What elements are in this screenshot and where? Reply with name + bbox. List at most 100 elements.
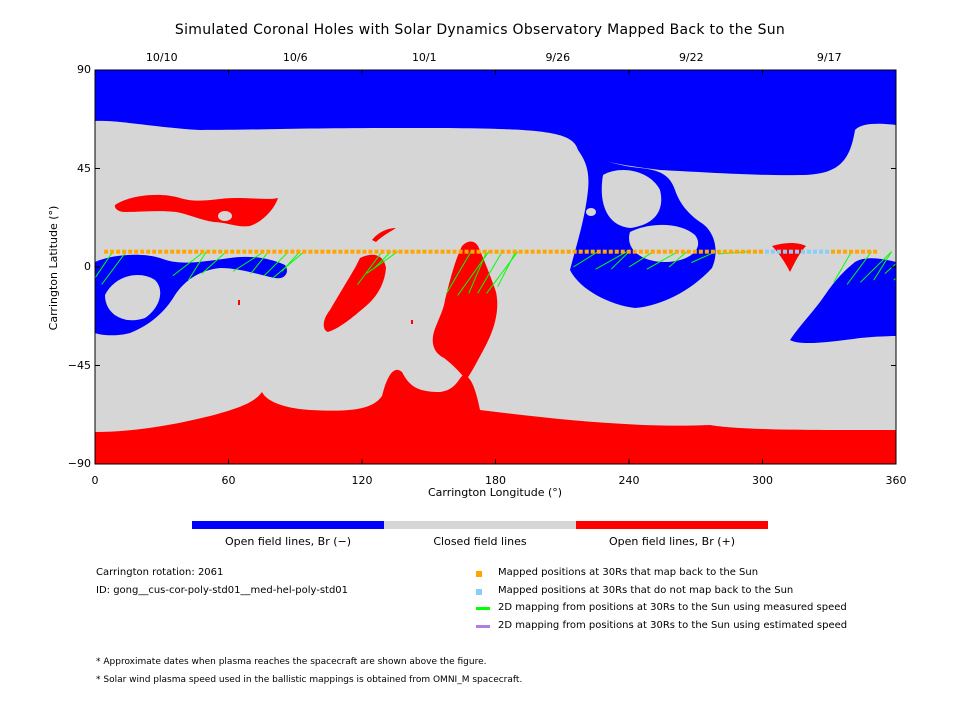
mapped-position (596, 249, 601, 254)
mapped-position (266, 249, 271, 254)
mapping-line (497, 251, 516, 287)
green-line-icon (476, 607, 490, 610)
footnote-speed: * Solar wind plasma speed used in the ba… (96, 675, 523, 685)
mapping-line (468, 251, 488, 294)
unmapped-position (813, 249, 818, 254)
mapped-position (704, 249, 709, 254)
mapping-line (446, 251, 472, 294)
mapping-line (873, 251, 892, 281)
mapped-position (110, 249, 115, 254)
mapped-position (590, 249, 595, 254)
mapped-position (752, 249, 757, 254)
mapped-position (152, 249, 157, 254)
mapped-position (368, 249, 373, 254)
mapped-position (650, 249, 655, 254)
colorbar-neg (192, 521, 384, 529)
mapping-line (95, 251, 114, 279)
mapped-position (566, 249, 571, 254)
mapping-line (833, 251, 852, 283)
mapped-position (428, 249, 433, 254)
mapped-position (608, 249, 613, 254)
mapping-line (101, 251, 127, 285)
mapped-position (140, 249, 145, 254)
x-tick-label: 300 (752, 474, 773, 487)
unmapped-position (770, 249, 775, 254)
date-tick-label: 10/10 (145, 51, 178, 64)
mapping-line (357, 251, 383, 285)
mapped-position (837, 249, 842, 254)
mapping-line (610, 251, 630, 270)
mapped-position (518, 249, 523, 254)
mapped-position (584, 249, 589, 254)
mapped-position (116, 249, 121, 254)
mapped-position (422, 249, 427, 254)
mapped-position (530, 249, 535, 254)
mapped-position (626, 249, 631, 254)
mapped-position (506, 249, 511, 254)
mapped-position (272, 249, 277, 254)
axis-ticks (94, 69, 897, 465)
x-axis-label: Carrington Longitude (°) (427, 486, 563, 499)
mapped-position (332, 249, 337, 254)
purple-line-icon (476, 625, 490, 628)
date-tick-label: 9/17 (816, 51, 842, 64)
chart-title: Simulated Coronal Holes with Solar Dynam… (174, 22, 786, 38)
mapped-position (122, 249, 127, 254)
mapped-position (668, 249, 673, 254)
mapped-position (308, 249, 313, 254)
mapped-position (680, 249, 685, 254)
unmapped-position (800, 249, 805, 254)
mapping-line (201, 251, 227, 274)
mapped-position (410, 249, 415, 254)
mapped-position (392, 249, 397, 254)
mapped-position (548, 249, 553, 254)
mapped-position (218, 249, 223, 254)
x-tick-label: 240 (618, 474, 640, 487)
mapped-position (374, 249, 379, 254)
mapped-position (104, 249, 109, 254)
mapped-position (398, 249, 403, 254)
mapped-position (602, 249, 607, 254)
unmapped-position (788, 249, 793, 254)
low-neg-hole-gap (105, 275, 161, 321)
mapped-position (482, 249, 487, 254)
mapped-position (170, 249, 175, 254)
colorbar-label-closed: Closed field lines (433, 535, 527, 548)
mapped-position (248, 249, 253, 254)
mapped-position (404, 249, 409, 254)
mapping-line (628, 251, 654, 268)
mapped-position (284, 249, 289, 254)
mapped-position (296, 249, 301, 254)
mapped-position (662, 249, 667, 254)
mapped-position (674, 249, 679, 254)
mapped-position (578, 249, 583, 254)
mapped-position (855, 249, 860, 254)
date-tick-label: 9/22 (678, 51, 704, 64)
speck-1 (238, 300, 240, 305)
mapped-position (542, 249, 547, 254)
mapped-position (620, 249, 625, 254)
low-neg-hole-right (790, 258, 896, 344)
mapping-line (366, 251, 398, 274)
mapped-position (260, 249, 265, 254)
y-tick-label: 45 (77, 161, 91, 175)
mapped-position (236, 249, 241, 254)
speck-2 (411, 320, 413, 324)
mapped-position (302, 249, 307, 254)
mapped-position (476, 249, 481, 254)
mapped-position (416, 249, 421, 254)
mapped-position (512, 249, 517, 254)
mapped-position (182, 249, 187, 254)
y-tick-label: 90 (77, 63, 91, 76)
mapped-position (728, 249, 733, 254)
mapping-line (232, 251, 265, 272)
mapped-position (698, 249, 703, 254)
mapped-position (452, 249, 457, 254)
mapping-line (893, 277, 896, 281)
colorbar-closed (384, 521, 576, 529)
mapping-line (477, 251, 503, 294)
mapped-position (206, 249, 211, 254)
unmapped-position (764, 249, 769, 254)
date-tick-label: 10/6 (282, 51, 308, 64)
mid-hole-gap-3 (586, 208, 596, 216)
